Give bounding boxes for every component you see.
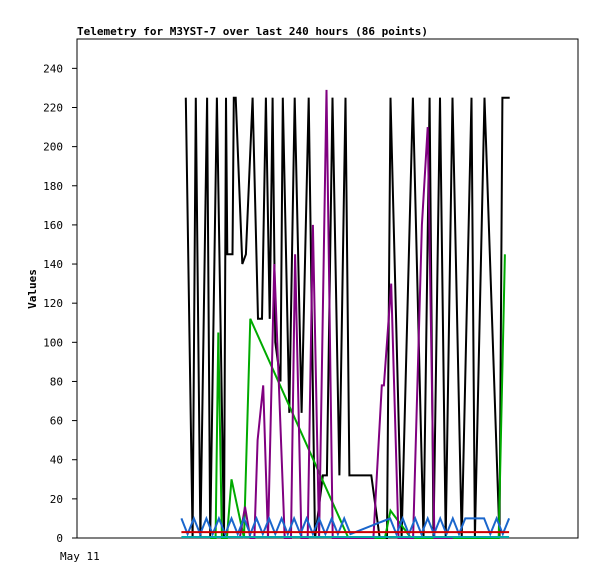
series-group [180, 89, 511, 539]
y-tick-label: 180 [43, 180, 63, 193]
y-axis: 0 20 40 60 80 100 120 140 160 180 200 220 240 [43, 62, 77, 545]
chart-title: Telemetry for M3YST-7 over last 240 hour… [77, 25, 428, 38]
y-tick-label: 220 [43, 101, 63, 114]
y-tick-label: 240 [43, 62, 63, 75]
x-axis: May 11 [60, 550, 100, 563]
y-tick-label: 160 [43, 219, 63, 232]
y-tick-label: 20 [50, 493, 63, 506]
y-tick-label: 60 [50, 415, 63, 428]
y-tick-label: 100 [43, 336, 63, 349]
x-tick-label: May 11 [60, 550, 100, 563]
y-tick-label: 200 [43, 141, 63, 154]
y-tick-label: 140 [43, 258, 63, 271]
series-line-3 [180, 515, 511, 537]
y-axis-label: Values [26, 269, 39, 309]
y-tick-label: 80 [50, 375, 63, 388]
y-tick-label: 0 [56, 532, 63, 545]
y-tick-label: 120 [43, 297, 63, 310]
y-tick-label: 40 [50, 454, 63, 467]
series-line-0 [184, 96, 510, 539]
